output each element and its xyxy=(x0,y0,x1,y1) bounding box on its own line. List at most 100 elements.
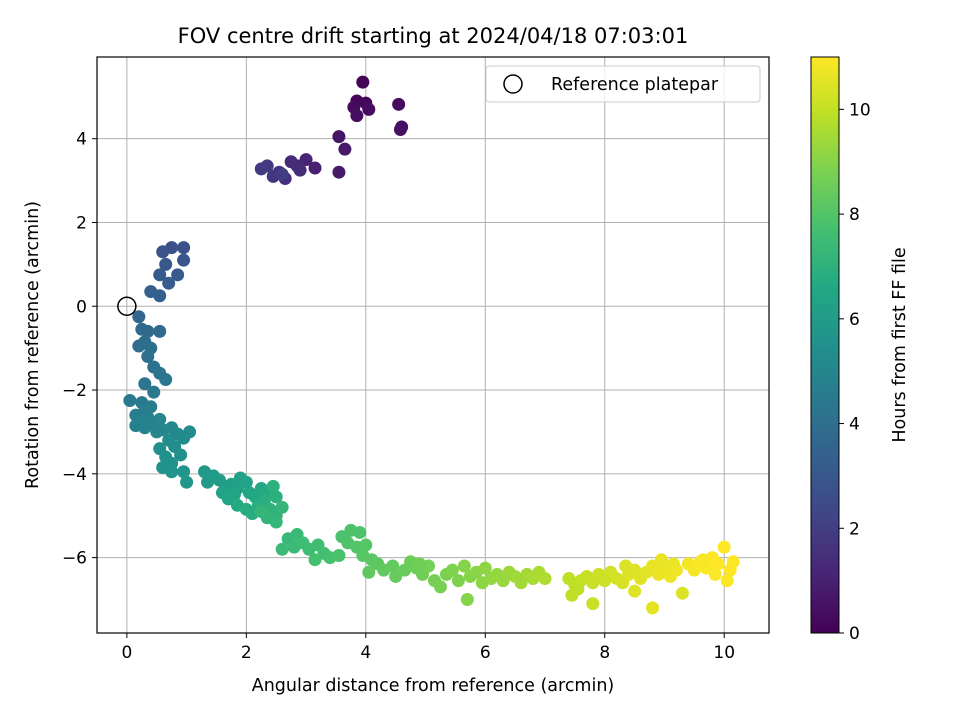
data-point xyxy=(132,339,146,353)
plot-frame xyxy=(96,56,770,634)
chart-title: FOV centre drift starting at 2024/04/18 … xyxy=(178,24,689,48)
x-tick-label: 10 xyxy=(713,643,735,663)
data-point xyxy=(153,289,167,303)
colorbar-tick-label: 6 xyxy=(849,310,860,330)
colorbar-label: Hours from first FF file xyxy=(890,247,910,442)
data-point xyxy=(720,574,734,588)
data-point xyxy=(413,557,427,571)
data-point xyxy=(269,515,283,529)
data-point xyxy=(362,102,376,116)
data-point xyxy=(153,412,167,426)
data-point xyxy=(150,425,164,439)
data-point xyxy=(338,142,352,156)
y-tick-label: −6 xyxy=(62,549,87,569)
data-point xyxy=(332,165,346,179)
data-point xyxy=(332,130,346,144)
colorbar-tick-label: 10 xyxy=(849,100,871,120)
data-point xyxy=(717,540,731,554)
data-point xyxy=(165,465,179,479)
data-point xyxy=(162,276,176,290)
data-point xyxy=(156,245,170,259)
data-point xyxy=(239,475,253,489)
colorbar-tick-label: 8 xyxy=(849,205,860,225)
data-point xyxy=(451,574,465,588)
data-point xyxy=(711,557,725,571)
data-point xyxy=(571,582,585,596)
scatter-points xyxy=(123,75,740,615)
x-axis-label: Angular distance from reference (arcmin) xyxy=(252,676,615,696)
legend-label: Reference platepar xyxy=(551,75,719,95)
data-point xyxy=(460,592,474,606)
data-point xyxy=(171,268,185,282)
data-point xyxy=(123,394,137,408)
data-point xyxy=(159,373,173,387)
y-tick-label: 4 xyxy=(76,130,87,150)
y-tick-label: 2 xyxy=(76,213,87,233)
data-point xyxy=(308,553,322,567)
data-point xyxy=(177,431,191,445)
y-tick-label: −2 xyxy=(62,381,87,401)
colorbar-tick-label: 2 xyxy=(849,519,860,539)
data-point xyxy=(141,350,155,364)
data-point xyxy=(654,553,668,567)
data-point xyxy=(275,500,289,514)
data-point xyxy=(177,253,191,267)
data-point xyxy=(141,324,155,338)
data-point xyxy=(284,155,298,169)
data-point xyxy=(646,601,660,615)
data-point xyxy=(666,557,680,571)
data-point xyxy=(586,597,600,611)
data-point xyxy=(138,377,152,391)
legend-marker xyxy=(503,74,523,94)
colorbar-ticks: 0 2 4 6 8 10 xyxy=(839,100,871,644)
x-axis-ticks: 0 2 4 6 8 10 xyxy=(121,633,735,663)
data-point xyxy=(177,465,191,479)
y-axis-label: Rotation from reference (arcmin) xyxy=(23,201,43,489)
data-point xyxy=(180,475,194,489)
data-point xyxy=(393,122,407,136)
data-point xyxy=(359,538,373,552)
grid-lines xyxy=(97,57,769,633)
legend-box xyxy=(485,65,761,103)
y-axis-ticks: −6 −4 −2 0 2 4 xyxy=(62,130,97,569)
x-tick-label: 6 xyxy=(480,643,491,663)
data-point xyxy=(628,584,642,598)
data-point xyxy=(350,109,364,123)
data-point xyxy=(269,490,283,504)
data-point xyxy=(362,565,376,579)
data-point xyxy=(275,167,289,181)
x-tick-label: 4 xyxy=(360,643,371,663)
colorbar-tick-label: 4 xyxy=(849,415,860,435)
data-point xyxy=(132,310,146,324)
colorbar-tick-label: 0 xyxy=(849,624,860,644)
data-point xyxy=(726,555,740,569)
x-tick-label: 8 xyxy=(599,643,610,663)
colorbar xyxy=(810,56,840,634)
data-point xyxy=(159,257,173,271)
data-point xyxy=(147,385,161,399)
data-point xyxy=(356,75,370,89)
data-point xyxy=(708,567,722,581)
data-point xyxy=(433,580,447,594)
data-point xyxy=(266,479,280,493)
data-point xyxy=(177,241,191,255)
data-point xyxy=(457,559,471,573)
y-tick-label: 0 xyxy=(76,297,87,317)
data-point xyxy=(254,162,268,176)
data-point xyxy=(201,475,215,489)
data-point xyxy=(293,163,307,177)
data-point xyxy=(445,563,459,577)
data-point xyxy=(254,505,268,519)
x-tick-label: 0 xyxy=(121,643,132,663)
y-tick-label: −4 xyxy=(62,465,87,485)
data-point xyxy=(619,559,633,573)
data-point xyxy=(153,324,167,338)
data-point xyxy=(696,553,710,567)
reference-marker xyxy=(117,296,137,317)
data-point xyxy=(308,161,322,175)
data-point xyxy=(392,97,406,111)
data-point xyxy=(538,572,552,586)
data-point xyxy=(386,559,400,573)
data-point xyxy=(332,549,346,563)
